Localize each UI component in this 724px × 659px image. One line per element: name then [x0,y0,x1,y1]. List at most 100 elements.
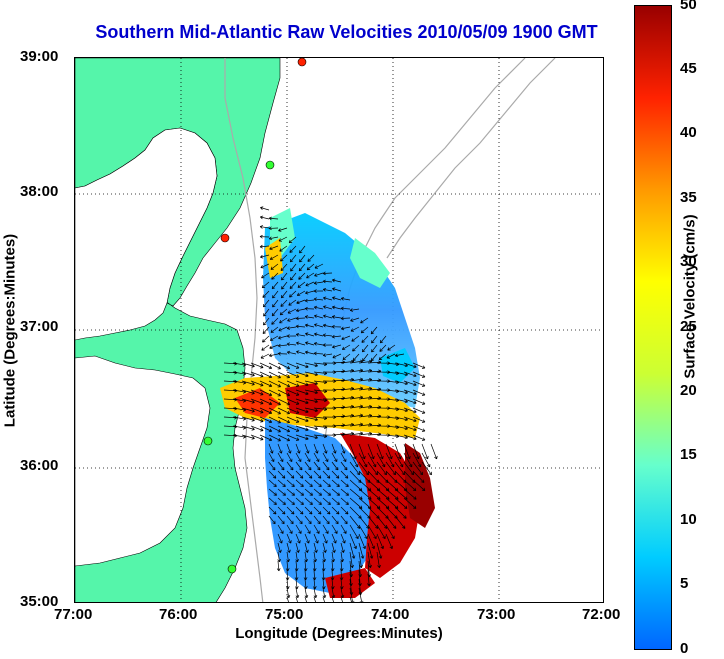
velocity-arrow [331,461,339,471]
velocity-arrow [412,407,426,414]
velocity-arrow [412,434,426,441]
velocity-arrow [268,226,279,231]
velocity-arrow [403,443,411,460]
x-tick-label: 73:00 [477,606,516,623]
velocity-arrow [304,416,318,422]
velocity-arrow [295,380,309,387]
velocity-arrow [286,334,297,338]
velocity-arrow [241,416,255,422]
velocity-arrow [277,371,291,379]
velocity-arrow [403,362,417,369]
velocity-arrow [278,326,288,332]
velocity-arrow [259,380,273,388]
velocity-arrow [304,497,313,505]
y-tick-label: 36:00 [20,457,59,474]
velocity-arrow [286,524,293,534]
velocity-arrow [277,506,286,515]
velocity-arrow [304,587,309,599]
velocity-arrow [262,335,270,343]
velocity-arrow [331,315,342,319]
velocity-arrow [262,299,270,308]
colorbar-tick: 40 [680,124,697,141]
velocity-arrow [259,398,273,406]
velocity-arrow [403,434,417,441]
velocity-arrow [313,497,322,505]
velocity-arrow [385,524,395,540]
velocity-arrow [349,461,360,476]
velocity-arrow [259,244,270,249]
velocity-arrow [358,542,365,559]
colorbar-tick: 15 [680,446,697,463]
velocity-arrow [269,245,279,251]
velocity-arrow [322,461,330,471]
velocity-arrow [278,236,288,242]
velocity-arrow [322,551,327,563]
velocity-arrow [271,317,279,325]
velocity-arrow [268,371,281,379]
velocity-arrow [305,350,315,355]
velocity-arrow [277,452,284,463]
velocity-arrow [305,281,315,287]
velocity-arrow [286,407,300,414]
velocity-arrow [340,506,349,515]
velocity-arrow [286,398,300,405]
velocity-arrow [371,344,378,353]
velocity-arrow [358,443,366,460]
velocity-arrow [340,524,347,534]
velocity-arrow [312,560,317,572]
velocity-arrow [295,470,304,479]
velocity-arrow [313,351,324,356]
velocity-arrow [322,470,331,479]
velocity-arrow [268,425,281,433]
velocity-arrow [403,380,417,387]
velocity-arrow [290,263,297,272]
velocity-arrow [279,245,288,252]
velocity-arrow [268,380,281,388]
velocity-arrow [304,515,312,525]
velocity-arrow [323,305,333,310]
velocity-arrow [322,533,328,544]
velocity-arrow [303,560,308,572]
velocity-arrow [259,389,273,397]
velocity-arrow [289,245,297,253]
velocity-arrow [268,416,281,424]
velocity-arrow [270,326,279,333]
velocity-arrow [286,506,295,515]
velocity-arrow [394,353,405,358]
velocity-arrow [268,407,281,415]
velocity-arrow [259,416,273,424]
velocity-arrow [394,362,408,368]
velocity-arrow [295,551,300,563]
velocity-arrow [277,461,285,471]
velocity-arrow [285,560,290,572]
velocity-arrow [322,279,333,284]
velocity-arrow [272,299,279,308]
velocity-arrow [262,290,270,298]
map-svg [75,58,603,602]
velocity-arrow [358,452,368,468]
velocity-arrow [298,272,306,280]
velocity-arrow [376,524,386,540]
velocity-arrow [286,479,295,488]
velocity-arrow [260,215,270,220]
velocity-arrow [331,452,338,463]
velocity-arrow [295,461,303,471]
velocity-arrow [313,297,324,302]
velocity-arrow [286,362,300,369]
velocity-arrow [289,281,297,290]
station-marker [227,564,237,574]
velocity-arrow [394,515,406,529]
velocity-arrow [304,389,318,395]
velocity-arrow [287,317,297,322]
velocity-arrow [295,515,303,525]
velocity-arrow [331,443,337,454]
bay-water [75,127,218,341]
velocity-arrow [358,461,369,476]
velocity-arrow [385,443,393,460]
velocity-arrow [331,515,339,525]
velocity-arrow [268,470,277,479]
velocity-arrow [349,524,359,540]
velocity-arrow [331,497,340,505]
velocity-arrow [322,515,330,525]
velocity-arrow [358,587,364,602]
